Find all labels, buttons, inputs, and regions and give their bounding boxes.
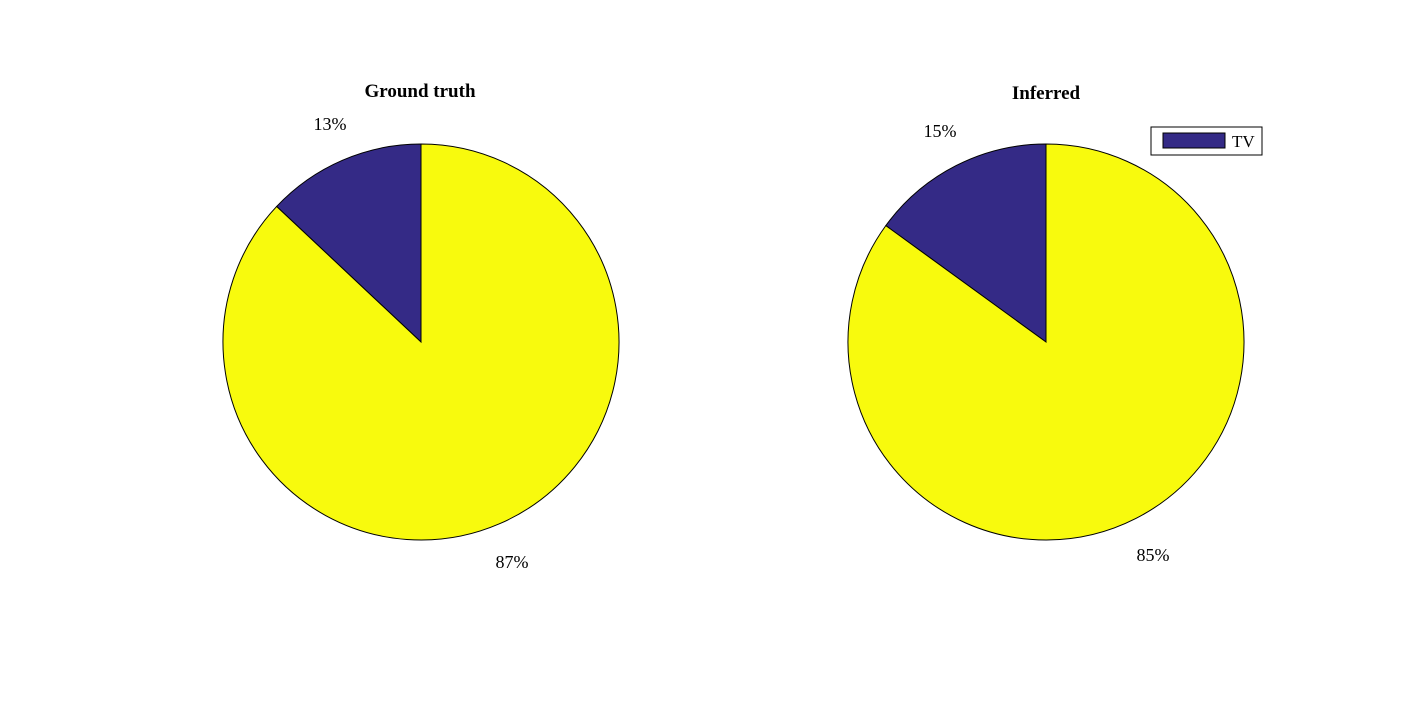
pie-slice-tv	[275, 143, 422, 344]
chart-ground-truth: Ground truth 13% 87%	[222, 81, 620, 572]
slice-label-tv: 15%	[924, 121, 957, 141]
slice-label-other: 87%	[496, 552, 529, 572]
slice-label-tv: 13%	[314, 114, 347, 134]
chart-title: Inferred	[1012, 83, 1081, 104]
legend: TV	[1150, 126, 1263, 156]
slice-label-other: 85%	[1137, 545, 1170, 565]
pie-slice-other	[222, 143, 620, 541]
pie-slice-tv	[885, 143, 1047, 343]
legend-swatch-tv	[1162, 132, 1226, 149]
pie-slice-other	[847, 143, 1245, 541]
legend-label-tv: TV	[1232, 132, 1255, 151]
chart-title: Ground truth	[364, 81, 475, 102]
chart-inferred: Inferred 15% 85% TV	[847, 83, 1263, 565]
